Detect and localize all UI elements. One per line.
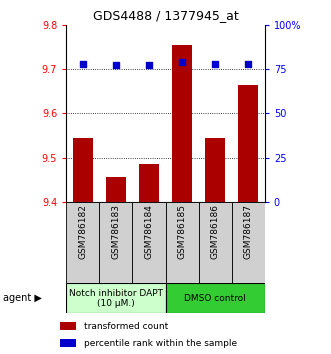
Text: GDS4488 / 1377945_at: GDS4488 / 1377945_at [93, 9, 238, 22]
Bar [205, 138, 225, 202]
Point [80, 61, 85, 67]
Point [113, 63, 118, 68]
Text: GSM786183: GSM786183 [111, 204, 120, 259]
Text: percentile rank within the sample: percentile rank within the sample [84, 338, 237, 348]
Text: GSM786186: GSM786186 [211, 204, 220, 259]
Bar [238, 85, 258, 202]
Text: GSM786185: GSM786185 [177, 204, 187, 259]
Point [246, 61, 251, 67]
Text: agent ▶: agent ▶ [3, 293, 42, 303]
Point [179, 59, 185, 65]
Point [213, 61, 218, 67]
Text: transformed count: transformed count [84, 321, 168, 331]
Text: Notch inhibitor DAPT
(10 μM.): Notch inhibitor DAPT (10 μM.) [69, 289, 163, 308]
Bar [132, 202, 166, 283]
Bar [66, 202, 99, 283]
Bar [73, 138, 93, 202]
Text: GSM786187: GSM786187 [244, 204, 253, 259]
Text: DMSO control: DMSO control [184, 294, 246, 303]
Bar [66, 283, 166, 313]
Text: GSM786184: GSM786184 [144, 204, 154, 259]
Bar [106, 177, 126, 202]
Bar [166, 202, 199, 283]
Text: GSM786182: GSM786182 [78, 204, 87, 259]
Bar [172, 45, 192, 202]
Bar [60, 339, 76, 347]
Point [146, 63, 152, 68]
Bar [166, 283, 265, 313]
Bar [60, 322, 76, 330]
Bar [139, 164, 159, 202]
Bar [199, 202, 232, 283]
Bar [232, 202, 265, 283]
Bar [99, 202, 132, 283]
